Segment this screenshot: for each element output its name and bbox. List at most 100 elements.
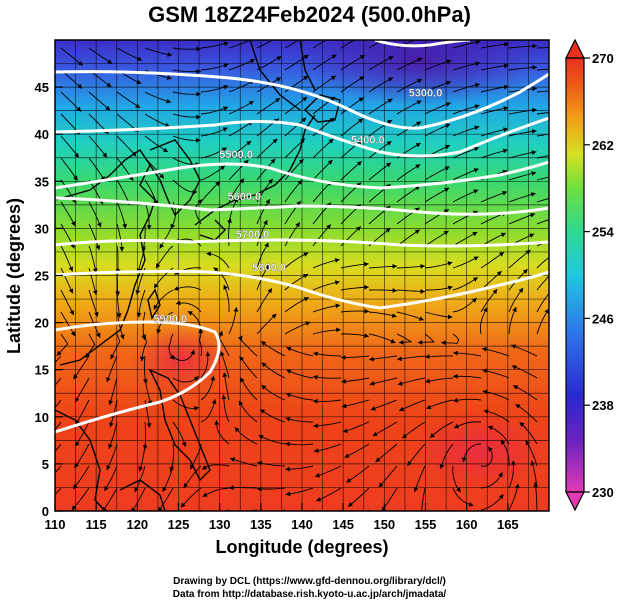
streamline-arrow — [532, 86, 537, 92]
streamline-arrow — [475, 40, 481, 45]
streamline-arrow — [162, 486, 167, 492]
streamline — [104, 465, 118, 492]
streamline — [453, 421, 482, 429]
streamline-arrow — [446, 59, 452, 64]
streamline — [340, 263, 369, 269]
streamline — [256, 138, 278, 159]
streamline-arrow — [202, 492, 208, 497]
contour-label: 5400.0 — [351, 135, 385, 147]
streamline-arrow — [155, 527, 160, 532]
streamline-arrow — [389, 35, 394, 39]
streamline — [116, 47, 143, 61]
streamline — [256, 56, 282, 71]
streamline-arrow — [285, 466, 290, 472]
streamline — [55, 487, 62, 496]
streamline — [173, 286, 202, 291]
streamline-arrow — [387, 120, 392, 125]
streamline — [396, 78, 423, 93]
streamline — [340, 40, 356, 49]
streamline-arrow — [417, 340, 423, 345]
streamline — [396, 164, 421, 181]
streamline — [312, 159, 333, 181]
streamline-arrow — [530, 192, 536, 197]
streamline-arrow — [70, 331, 76, 337]
streamline — [452, 147, 480, 159]
streamline-arrow — [239, 178, 245, 184]
streamline — [234, 427, 258, 445]
streamline-arrow — [530, 213, 535, 218]
streamline — [228, 140, 252, 159]
streamline-arrow — [158, 506, 163, 511]
streamline — [368, 77, 394, 93]
streamline-arrow — [75, 441, 80, 447]
streamline-arrow — [439, 464, 445, 469]
streamline — [536, 112, 549, 115]
streamline — [372, 421, 398, 437]
streamline-arrow — [196, 91, 201, 97]
streamline-arrow — [514, 483, 520, 489]
streamline-arrow — [263, 220, 268, 225]
streamline-arrow — [56, 350, 62, 356]
streamline-arrow — [239, 400, 244, 406]
streamline — [200, 375, 215, 401]
streamline-arrow — [387, 98, 393, 104]
streamline — [500, 439, 510, 467]
streamline — [397, 377, 426, 385]
streamline-arrow — [468, 502, 474, 507]
streamline — [60, 245, 73, 272]
streamline-arrow — [102, 506, 107, 511]
streamline — [285, 487, 314, 495]
streamline-arrow — [475, 82, 480, 88]
streamline — [536, 256, 549, 269]
streamline-arrow — [397, 356, 402, 362]
streamline — [284, 40, 300, 49]
streamline-arrow — [237, 335, 243, 341]
streamline-arrow — [222, 372, 228, 378]
streamline-arrow — [532, 65, 537, 70]
streamline-arrow — [525, 440, 531, 446]
streamline — [424, 123, 451, 137]
streamline-arrow — [211, 399, 217, 405]
streamline — [312, 258, 340, 269]
streamline — [175, 302, 202, 313]
cold-core — [300, 40, 540, 105]
streamline-arrow — [137, 56, 143, 61]
streamline-arrow — [119, 247, 125, 252]
streamline — [368, 140, 392, 159]
streamline — [200, 127, 228, 137]
streamline — [452, 126, 480, 137]
y-tick-label: 0 — [42, 504, 49, 519]
streamline — [213, 267, 230, 291]
streamline-arrow — [305, 321, 311, 326]
streamline — [425, 377, 454, 383]
streamline — [199, 328, 202, 357]
streamline-arrow — [559, 193, 564, 198]
streamline-arrow — [270, 158, 276, 164]
streamline — [424, 187, 450, 203]
streamline — [426, 399, 454, 410]
streamline-arrow — [76, 106, 82, 112]
streamline-arrow — [346, 478, 352, 483]
streamline-arrow — [240, 377, 245, 383]
streamline-arrow — [196, 114, 201, 120]
streamline-arrow — [233, 197, 238, 203]
streamline — [370, 399, 398, 411]
streamline-arrow — [503, 106, 509, 111]
streamline-arrow — [443, 231, 449, 236]
streamline — [218, 330, 230, 357]
streamline-arrow — [142, 445, 148, 450]
streamline-arrow — [43, 394, 48, 399]
streamline — [424, 355, 454, 358]
streamline — [407, 443, 426, 467]
streamline — [257, 461, 286, 467]
streamline-arrow — [560, 130, 565, 135]
streamline — [261, 384, 286, 401]
streamline-arrow — [504, 42, 509, 47]
streamline-arrow — [473, 168, 479, 173]
streamline-arrow — [559, 214, 564, 219]
streamline-arrow — [399, 339, 404, 345]
contour-label: 5300.0 — [409, 88, 443, 100]
x-tick-label: 110 — [45, 517, 66, 532]
streamline — [508, 460, 514, 489]
streamline — [228, 58, 256, 71]
